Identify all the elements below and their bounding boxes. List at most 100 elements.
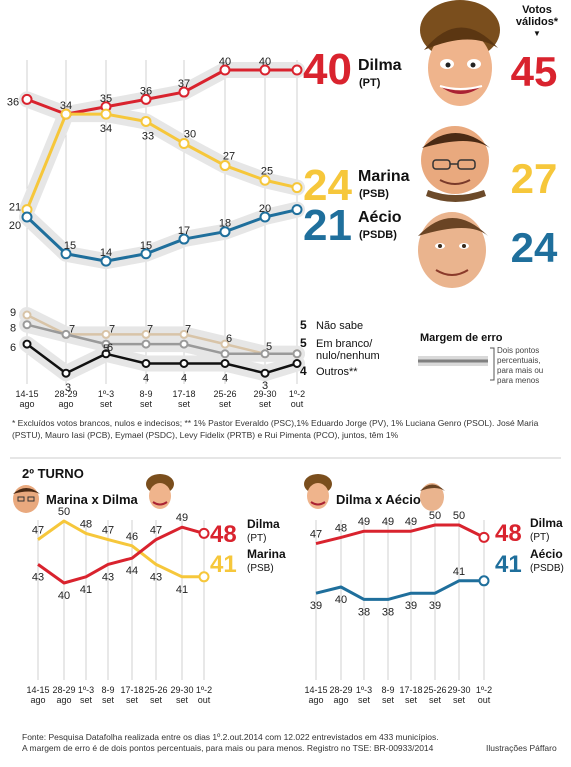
first-round-points	[21, 64, 303, 378]
data-label-naosabe-5: 6	[226, 333, 232, 345]
valid-votes-dilma: 45	[511, 48, 558, 95]
right-x-tick-top-5: 25-26	[423, 685, 446, 695]
valid-votes-arrow: ▼	[533, 29, 541, 38]
dilma-legend-name: Dilma	[358, 57, 402, 74]
left-marina-name: Marina	[247, 547, 286, 561]
point-aecio-7	[291, 204, 303, 216]
left-x-tick-top-3: 8-9	[101, 685, 114, 695]
right-data-label-dilma-1: 48	[335, 522, 347, 534]
point-outros-4	[179, 359, 189, 368]
second-round-title: 2º TURNO	[22, 466, 84, 481]
footnote-line1: * Excluídos votos brancos, nulos e indec…	[12, 418, 539, 428]
x-tick-top-4: 17-18	[172, 389, 195, 399]
right-data-label-aecio-3: 38	[382, 606, 394, 618]
point-outros-7	[292, 359, 302, 368]
right-x-tick-bottom-5: set	[429, 695, 442, 705]
right-aecio-final-value: 41	[495, 551, 522, 578]
data-label-marina-6: 25	[261, 165, 273, 177]
dilma-legend-party: (PT)	[359, 77, 381, 89]
data-label-naosabe-0: 9	[10, 307, 16, 319]
point-naosabe-0	[22, 310, 32, 320]
right-x-tick-bottom-2: set	[358, 695, 371, 705]
point-branco-5	[220, 349, 230, 359]
left-data-label-marina-3: 47	[102, 525, 114, 537]
data-label-aecio-3: 15	[140, 240, 152, 252]
left-data-label-marina-6: 41	[176, 584, 188, 596]
x-tick-bottom-6: set	[259, 399, 272, 409]
left-end-point-dilma	[198, 527, 210, 539]
right-dilma-name: Dilma	[530, 516, 563, 530]
point-aecio-2	[100, 255, 112, 267]
left-x-tick-bottom-0: ago	[30, 695, 45, 705]
margin-of-error-title: Margem de erro	[420, 332, 503, 344]
data-label-marina-5: 27	[223, 151, 235, 163]
point-aecio-4	[178, 233, 190, 245]
point-marina-3	[140, 115, 152, 127]
right-data-label-dilma-2: 49	[358, 516, 370, 528]
point-marina-2	[100, 108, 112, 120]
right-x-tick-top-2: 1º-3	[356, 685, 372, 695]
right-x-tick-bottom-3: set	[382, 695, 395, 705]
point-marina-7	[291, 182, 303, 194]
right-data-label-dilma-0: 47	[310, 529, 322, 541]
x-tick-bottom-3: set	[140, 399, 153, 409]
data-label-naosabe-1: 7	[69, 323, 75, 335]
right-x-tick-top-1: 28-29	[329, 685, 352, 695]
x-tick-bottom-4: set	[178, 399, 191, 409]
point-outros-2	[101, 349, 111, 359]
margin-bracket	[490, 347, 495, 381]
x-tick-top-2: 1º-3	[98, 389, 114, 399]
left-marina-final-value: 41	[210, 551, 237, 578]
series-line-aecio	[25, 208, 298, 263]
left-x-tick-top-6: 29-30	[170, 685, 193, 695]
data-label-outros-1: 3	[65, 382, 71, 394]
right-x-tick-bottom-1: ago	[333, 695, 348, 705]
left-data-label-dilma-0: 43	[32, 571, 44, 583]
left-x-tick-top-7: 1º-2	[196, 685, 212, 695]
right-data-label-dilma-4: 49	[405, 516, 417, 528]
right-end-point-dilma	[478, 531, 490, 543]
right-x-tick-bottom-4: set	[405, 695, 418, 705]
branco-label-line1: Em branco/	[316, 338, 373, 350]
valid-votes-title-line1: Votos	[522, 4, 552, 16]
source-line2: A margem de erro é de dois pontos percen…	[22, 743, 434, 753]
mini-caricature-dilma-right	[304, 474, 332, 509]
data-label-outros-6: 3	[262, 380, 268, 392]
right-x-tick-top-6: 29-30	[447, 685, 470, 695]
series-line-marina	[25, 112, 298, 211]
marina-legend-party: (PSB)	[359, 188, 389, 200]
point-branco-1	[61, 329, 71, 339]
data-label-marina-4: 30	[184, 129, 196, 141]
data-label-marina-0: 21	[9, 202, 21, 214]
dilma-caricature	[420, 0, 500, 106]
right-x-tick-bottom-0: ago	[308, 695, 323, 705]
valid-votes-aecio: 24	[511, 224, 558, 271]
data-label-naosabe-4: 7	[185, 323, 191, 335]
left-dilma-final-value: 48	[210, 521, 237, 548]
aecio-legend-name: Aécio	[358, 209, 402, 226]
point-outros-3	[141, 359, 151, 368]
footnote-line2: (PSTU), Mauro Iasi (PCB), Eymael (PSDC),…	[12, 430, 399, 440]
right-aecio-party: (PSDB)	[530, 563, 564, 574]
marina-legend-name: Marina	[358, 168, 410, 185]
right-data-label-aecio-2: 38	[358, 606, 370, 618]
naosabe-final-value: 5	[300, 318, 307, 332]
second-round-left-chart: 475048474643414340414344474914-15ago28-2…	[26, 506, 212, 705]
right-data-label-aecio-1: 40	[335, 594, 347, 606]
aecio-caricature	[418, 212, 488, 288]
point-aecio-3	[140, 248, 152, 260]
left-x-tick-bottom-2: set	[80, 695, 93, 705]
data-label-aecio-4: 17	[178, 225, 190, 237]
left-x-tick-bottom-1: ago	[56, 695, 71, 705]
left-series-line-dilma	[37, 525, 205, 585]
aecio-final-value: 21	[303, 201, 352, 250]
point-aecio-6	[259, 211, 271, 223]
left-x-tick-bottom-7: out	[198, 695, 211, 705]
x-tick-bottom-1: ago	[58, 399, 73, 409]
left-x-tick-bottom-6: set	[176, 695, 189, 705]
data-label-aecio-6: 20	[259, 203, 271, 215]
point-marina-6	[259, 174, 271, 186]
x-tick-top-6: 29-30	[253, 389, 276, 399]
data-label-naosabe-2: 7	[109, 323, 115, 335]
point-branco-2	[101, 339, 111, 349]
